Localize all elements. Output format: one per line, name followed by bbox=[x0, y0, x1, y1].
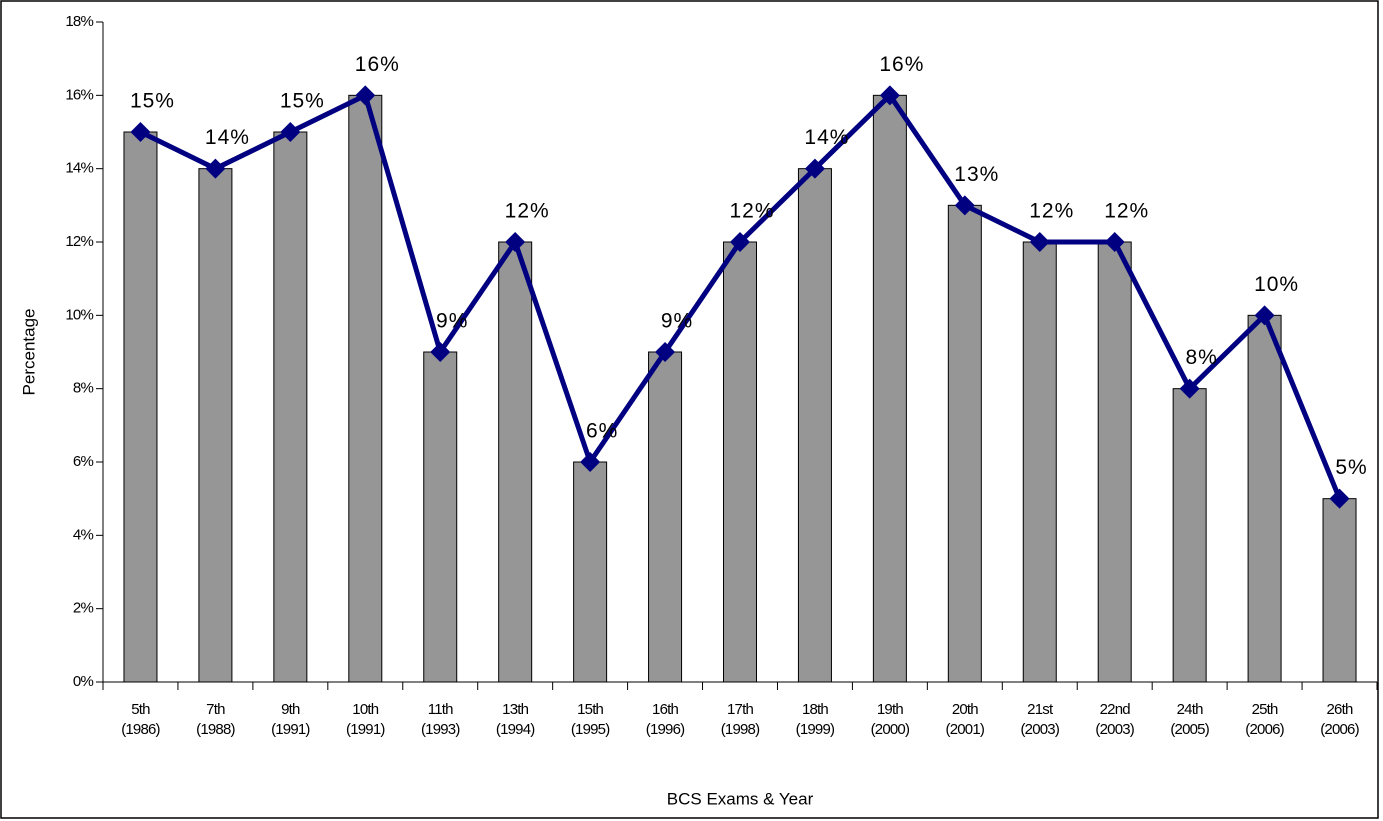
marker bbox=[1179, 378, 1200, 399]
marker bbox=[505, 232, 526, 252]
data-label: 13% bbox=[954, 163, 999, 186]
marker bbox=[1104, 232, 1125, 252]
x-tick-label: (2006) bbox=[1320, 721, 1359, 738]
x-tick-label: 10th bbox=[352, 701, 378, 718]
data-label: 12% bbox=[1104, 200, 1149, 223]
marker bbox=[1329, 488, 1350, 509]
bar bbox=[723, 241, 757, 683]
x-tick-label: (1996) bbox=[646, 721, 685, 738]
y-tick-label: 2% bbox=[73, 600, 94, 617]
x-axis-label: BCS Exams & Year bbox=[667, 789, 814, 808]
bar bbox=[797, 168, 832, 683]
marker bbox=[1029, 232, 1050, 252]
y-tick-label: 14% bbox=[65, 160, 93, 177]
x-tick-label: (1994) bbox=[496, 721, 535, 738]
bar bbox=[573, 461, 608, 683]
x-tick-label: (2005) bbox=[1170, 721, 1209, 738]
marker bbox=[730, 232, 750, 252]
x-tick-label: (2001) bbox=[946, 721, 985, 738]
bar bbox=[273, 131, 308, 683]
x-tick-label: 5th bbox=[131, 701, 150, 718]
data-label: 16% bbox=[355, 53, 400, 76]
x-tick-label: (1991) bbox=[346, 721, 385, 738]
marker bbox=[280, 122, 301, 142]
y-tick-label: 16% bbox=[65, 86, 93, 103]
x-tick-label: (2006) bbox=[1245, 721, 1284, 738]
data-label: 14% bbox=[804, 126, 849, 149]
bar bbox=[1247, 314, 1282, 683]
y-tick-label: 4% bbox=[73, 526, 94, 543]
y-tick-label: 18% bbox=[65, 13, 93, 30]
x-tick-label: 15th bbox=[577, 701, 603, 718]
data-label: 12% bbox=[729, 200, 774, 223]
bar bbox=[348, 94, 383, 683]
data-label: 9% bbox=[661, 310, 693, 333]
x-tick-label: 11th bbox=[428, 701, 453, 718]
data-label: 15% bbox=[280, 90, 325, 113]
x-tick-label: (2003) bbox=[1095, 721, 1134, 738]
x-tick-label: 24th bbox=[1177, 701, 1203, 718]
bar bbox=[123, 131, 158, 683]
marker bbox=[430, 342, 451, 362]
marker bbox=[1254, 305, 1275, 326]
x-tick-label: 16th bbox=[652, 701, 678, 718]
data-label: 16% bbox=[879, 53, 924, 76]
bar bbox=[1097, 241, 1132, 683]
x-tick-label: (1995) bbox=[571, 721, 610, 738]
y-tick-label: 10% bbox=[65, 306, 93, 323]
y-tick-label: 8% bbox=[73, 380, 94, 397]
bar bbox=[423, 351, 458, 683]
bar bbox=[648, 351, 683, 683]
x-tick-label: 17th bbox=[727, 701, 753, 718]
bar bbox=[498, 241, 533, 683]
bar bbox=[1022, 241, 1057, 683]
x-tick-label: (1991) bbox=[271, 721, 310, 738]
data-label: 12% bbox=[505, 200, 550, 223]
bar bbox=[872, 94, 907, 683]
y-tick-label: 6% bbox=[73, 453, 94, 470]
marker bbox=[879, 85, 900, 106]
data-label: 15% bbox=[130, 90, 175, 113]
bar bbox=[947, 204, 982, 683]
x-tick-label: 7th bbox=[206, 701, 225, 718]
x-tick-label: 20th bbox=[952, 701, 978, 718]
marker bbox=[804, 158, 825, 179]
x-tick-label: 25th bbox=[1252, 701, 1278, 718]
data-label: 6% bbox=[586, 420, 618, 443]
x-tick-label: 19th bbox=[877, 701, 903, 718]
x-tick-label: (2003) bbox=[1020, 721, 1059, 738]
x-tick-label: (1998) bbox=[721, 721, 760, 738]
x-tick-label: (2000) bbox=[871, 721, 910, 738]
x-tick-label: 26th bbox=[1327, 701, 1353, 718]
y-tick-label: 12% bbox=[65, 233, 93, 250]
data-label: 9% bbox=[436, 310, 468, 333]
marker bbox=[355, 85, 376, 106]
bar bbox=[1322, 498, 1357, 683]
data-label: 5% bbox=[1335, 456, 1367, 479]
data-label: 10% bbox=[1254, 273, 1299, 296]
y-axis-label: Percentage bbox=[19, 309, 38, 396]
data-label: 14% bbox=[205, 126, 250, 149]
x-tick-label: 13th bbox=[502, 701, 528, 718]
x-tick-label: 22nd bbox=[1100, 701, 1131, 718]
x-tick-label: (1999) bbox=[796, 721, 835, 738]
data-label: 12% bbox=[1029, 200, 1074, 223]
data-label: 8% bbox=[1185, 346, 1217, 369]
x-tick-label: 18th bbox=[802, 701, 828, 718]
x-tick-label: 21st bbox=[1027, 701, 1054, 718]
marker bbox=[205, 158, 226, 179]
x-tick-label: 9th bbox=[281, 701, 300, 718]
marker bbox=[655, 342, 676, 362]
bar bbox=[1172, 388, 1207, 683]
marker bbox=[580, 452, 601, 472]
x-tick-label: (1988) bbox=[196, 721, 235, 738]
y-tick-label: 0% bbox=[73, 673, 94, 690]
marker bbox=[130, 122, 151, 142]
bar bbox=[198, 168, 233, 683]
marker bbox=[954, 195, 975, 216]
x-tick-label: (1986) bbox=[121, 721, 160, 738]
x-tick-label: (1993) bbox=[421, 721, 460, 738]
